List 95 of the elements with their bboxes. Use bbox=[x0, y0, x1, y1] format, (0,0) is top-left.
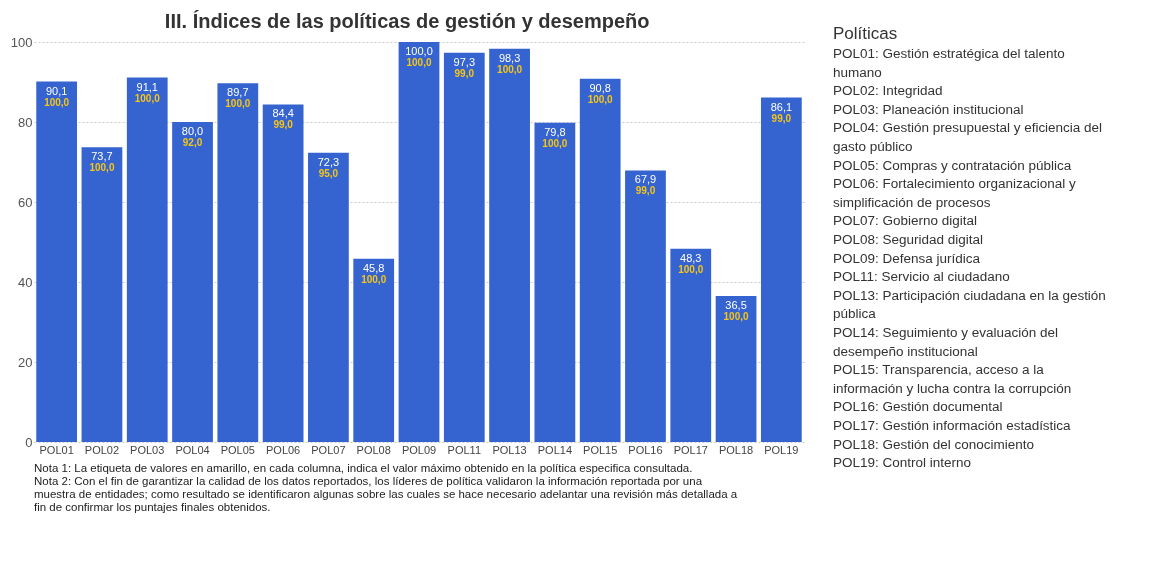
text: POL05: Compras y contratación pública bbox=[833, 157, 1072, 173]
x-tick-label: POL03 bbox=[130, 443, 165, 456]
y-tick-label: 100 bbox=[10, 34, 33, 50]
data-label: 90,8 bbox=[589, 81, 611, 94]
text: POL02: Integridad bbox=[833, 83, 943, 99]
x-tick-label: POL13 bbox=[492, 443, 527, 456]
text: POL14: Seguimiento y evaluación del desempeño institucional bbox=[833, 325, 1058, 359]
text: POL11: Servicio al ciudadano bbox=[833, 269, 1010, 285]
annotation: 99,0 bbox=[454, 67, 475, 79]
annotation: 100,0 bbox=[406, 57, 432, 68]
text: POL08: Seguridad digital bbox=[833, 232, 983, 247]
data-label: 100,0 bbox=[405, 45, 433, 57]
bar bbox=[126, 77, 168, 442]
x-tick-label: POL02 bbox=[84, 443, 120, 456]
x-tick-label: POL19 bbox=[764, 443, 799, 456]
text: POL13: Participación ciudadana en la gestión pública bbox=[833, 287, 1106, 322]
annotation: 100,0 bbox=[89, 162, 115, 174]
x-tick-label: POL18 bbox=[718, 443, 754, 456]
bar bbox=[579, 78, 621, 442]
chart-title: III. Índices de las políticas de gestión y desempeño bbox=[164, 10, 650, 32]
text: Nota 2: Con el fin de garantizar la calidad de los datos reportados, los líderes de política validaron la información reportada por una muestra de entidades; como resultado se identificaron algunas sobre las cuales se hace necesario adelantar una revisión más detallada a fin de confirmar los puntajes finales obtenidos. bbox=[34, 475, 738, 513]
data-label: 98,3 bbox=[498, 51, 521, 64]
data-label: 36,5 bbox=[725, 299, 747, 311]
annotation: 100,0 bbox=[678, 263, 704, 275]
y-tick-label: 60 bbox=[18, 194, 33, 210]
x-tick-label: POL07 bbox=[311, 443, 346, 456]
y-tick-label: 80 bbox=[18, 114, 33, 130]
y-tick-label: 0 bbox=[25, 434, 33, 450]
data-label: 48,3 bbox=[680, 251, 702, 264]
text: POL16: Gestión documental bbox=[833, 399, 1003, 415]
x-tick-label: POL09 bbox=[401, 443, 437, 456]
text: POL18: Gestión del conocimiento bbox=[833, 436, 1034, 452]
text: POL15: Transparencia, acceso a la información y lucha contra la corrupción bbox=[833, 362, 1072, 396]
x-tick-label: POL05 bbox=[220, 443, 255, 456]
text: POL17: Gestión información estadística bbox=[833, 418, 1072, 433]
bar bbox=[217, 83, 259, 442]
data-label: 86,1 bbox=[770, 100, 793, 113]
text: POL01: Gestión estratégica del talento humano bbox=[833, 46, 1065, 80]
text: POL04: Gestión presupuestal y eficiencia del gasto público bbox=[833, 120, 1103, 154]
bar bbox=[489, 48, 530, 442]
bar bbox=[36, 81, 78, 442]
text: Políticas bbox=[833, 24, 898, 43]
bar bbox=[760, 97, 802, 442]
annotation: 99,0 bbox=[771, 112, 792, 124]
bar bbox=[534, 122, 576, 442]
bar bbox=[715, 296, 757, 442]
bar bbox=[81, 147, 123, 442]
annotation: 100,0 bbox=[723, 311, 750, 322]
data-label: 80,0 bbox=[181, 125, 204, 137]
x-tick-label: POL06 bbox=[265, 443, 301, 456]
annotation: 100,0 bbox=[134, 92, 161, 104]
y-tick-label: 20 bbox=[18, 354, 33, 370]
data-label: 67,9 bbox=[634, 173, 657, 186]
bar bbox=[625, 170, 666, 442]
annotation: 100,0 bbox=[587, 93, 614, 105]
bar bbox=[443, 52, 485, 442]
bar bbox=[262, 104, 304, 442]
data-label: 79,8 bbox=[544, 125, 566, 138]
data-label: 73,7 bbox=[91, 150, 113, 163]
text: POL03: Planeación institucional bbox=[833, 101, 1024, 117]
data-label: 84,4 bbox=[272, 107, 294, 120]
data-label: 72,3 bbox=[317, 155, 340, 168]
x-tick-label: POL01 bbox=[39, 443, 74, 456]
x-tick-label: POL08 bbox=[356, 443, 391, 456]
annotation: 100,0 bbox=[225, 98, 251, 110]
data-label: 89,7 bbox=[227, 86, 249, 99]
x-tick-label: POL17 bbox=[673, 443, 708, 456]
annotation: 100,0 bbox=[542, 137, 568, 149]
data-label: 91,1 bbox=[136, 80, 158, 93]
data-label: 45,8 bbox=[362, 261, 385, 274]
text: POL06: Fortalecimiento organizacional y simplificación de procesos bbox=[833, 176, 1077, 210]
x-tick-label: POL04 bbox=[175, 443, 210, 456]
bar bbox=[670, 248, 712, 442]
data-label: 90,1 bbox=[45, 84, 68, 97]
x-tick-label: POL11 bbox=[447, 443, 482, 456]
text: Nota 1: La etiqueta de valores en amarillo, en cada columna, indica el valor máximo obtenido en la política especifica consultada. bbox=[34, 462, 693, 474]
y-tick-label: 40 bbox=[18, 274, 33, 290]
annotation: 100,0 bbox=[497, 63, 523, 75]
bar bbox=[172, 122, 213, 442]
text: POL09: Defensa jurídica bbox=[833, 250, 981, 266]
data-label: 97,3 bbox=[453, 55, 476, 68]
annotation: 100,0 bbox=[44, 96, 70, 108]
annotation: 99,0 bbox=[635, 185, 656, 197]
x-tick-label: POL14 bbox=[537, 443, 573, 456]
bar bbox=[353, 258, 395, 442]
annotation: 100,0 bbox=[361, 273, 387, 285]
x-tick-label: POL15 bbox=[583, 443, 618, 456]
bar bbox=[308, 152, 349, 442]
text: POL07: Gobierno digital bbox=[833, 213, 977, 229]
text: POL19: Control interno bbox=[833, 455, 971, 471]
annotation: 92,0 bbox=[182, 137, 203, 148]
bar bbox=[398, 42, 440, 442]
x-tick-label: POL16 bbox=[628, 443, 663, 456]
annotation: 99,0 bbox=[273, 119, 294, 131]
annotation: 95,0 bbox=[318, 167, 339, 179]
